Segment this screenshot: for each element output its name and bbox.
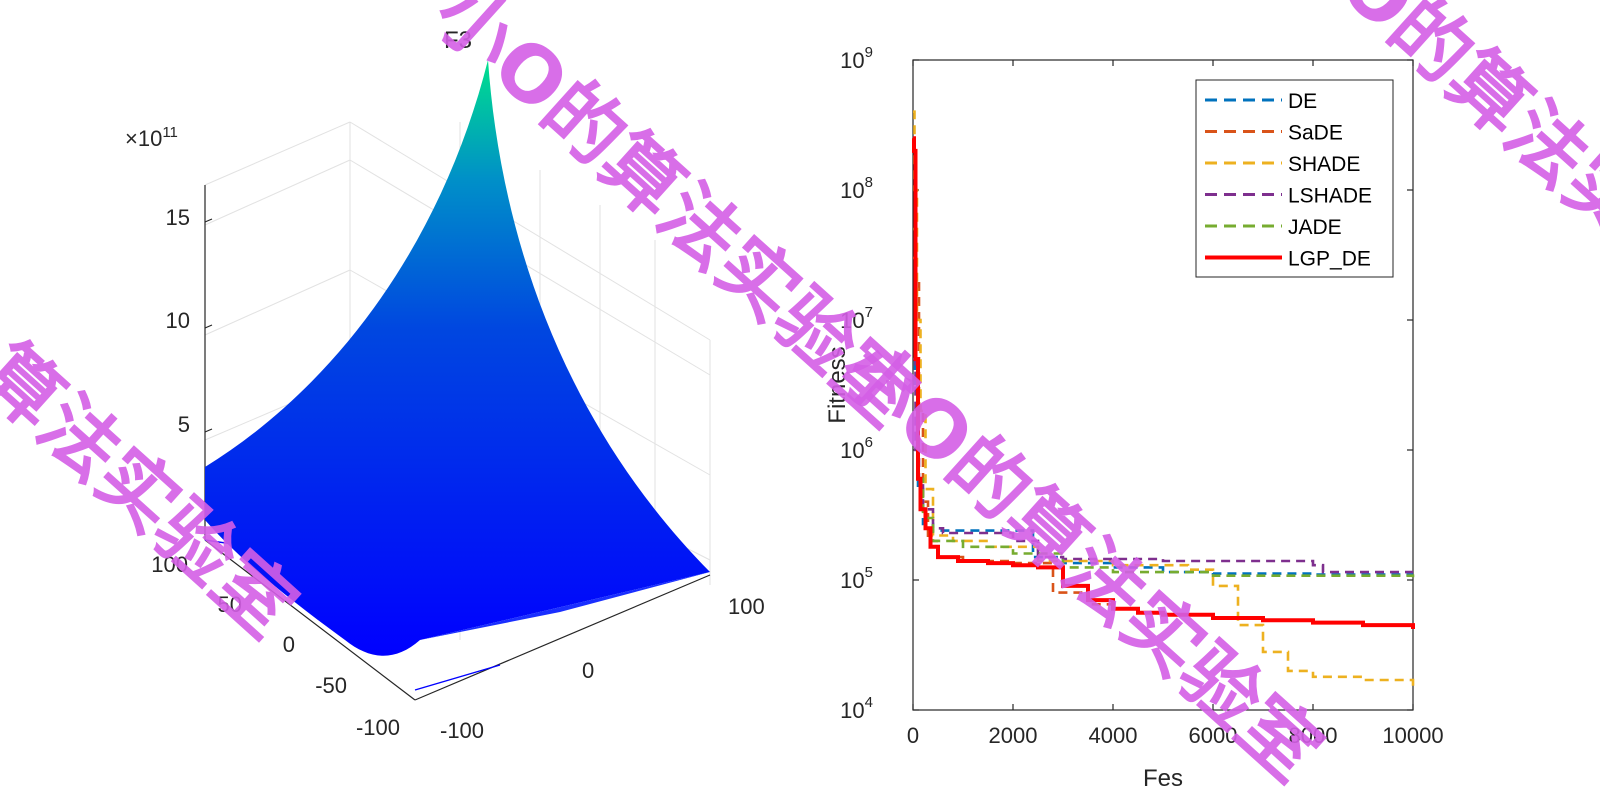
legend-label: SHADE xyxy=(1288,153,1360,176)
z-multiplier-base: ×10 xyxy=(125,126,162,151)
y-tick-label: 0 xyxy=(582,658,594,683)
x-axis-label: Fes xyxy=(1143,765,1183,792)
x-tick-label: 0 xyxy=(907,723,919,748)
y-tick-exponent: 5 xyxy=(865,564,873,581)
legend-label: LGP_DE xyxy=(1288,248,1371,271)
y-tick-label: 106 xyxy=(840,434,873,463)
x-tick-label: 50 xyxy=(218,592,242,617)
surface-title: F3 xyxy=(444,27,472,54)
y-tick-exponent: 8 xyxy=(865,174,873,191)
y-tick-label: 108 xyxy=(840,174,873,203)
y-tick-label: 105 xyxy=(840,564,873,593)
x-tick-label: 4000 xyxy=(1089,723,1138,748)
z-tick-label: 15 xyxy=(166,205,190,230)
series-line-de xyxy=(913,256,1413,576)
x-tick-label: 10000 xyxy=(1382,723,1443,748)
y-tick-label: 107 xyxy=(840,304,873,333)
y-tick-label: 100 xyxy=(728,594,765,619)
legend-label: SaDE xyxy=(1288,122,1343,145)
legend-label: LSHADE xyxy=(1288,185,1372,208)
y-tick-base: 10 xyxy=(840,178,864,203)
x-tick-label: 6000 xyxy=(1189,723,1238,748)
y-tick-exponent: 7 xyxy=(865,304,873,321)
legend-label: DE xyxy=(1288,90,1317,113)
x-tick-label: 8000 xyxy=(1289,723,1338,748)
z-tick-label: 10 xyxy=(166,308,190,333)
x-tick-label: -50 xyxy=(315,673,347,698)
legend-label: JADE xyxy=(1288,216,1342,239)
surface-mesh xyxy=(205,60,710,656)
y-tick-base: 10 xyxy=(840,48,864,73)
y-tick-base: 10 xyxy=(840,568,864,593)
x-tick-label: 100 xyxy=(151,552,188,577)
z-multiplier-exp: 11 xyxy=(162,124,178,141)
y-tick-exponent: 4 xyxy=(865,694,873,711)
legend-entries: DE SaDE SHADE LSHADE JADE LGP_DE xyxy=(1205,90,1372,271)
y-axis-label: Fitness xyxy=(824,346,851,423)
x-tick-label: 2000 xyxy=(989,723,1038,748)
y-tick-base: 10 xyxy=(840,698,864,723)
convergence-plot: 0 2000 4000 6000 8000 10000104105106107108109… xyxy=(824,44,1444,792)
x-tick-label: 0 xyxy=(283,632,295,657)
legend: DE SaDE SHADE LSHADE JADE LGP_DE xyxy=(1195,79,1394,278)
z-tick-label: 5 xyxy=(178,412,190,437)
y-tick-base: 10 xyxy=(840,308,864,333)
y-tick-label: 109 xyxy=(840,44,873,73)
series-line-jade xyxy=(913,227,1415,578)
floor-contour-2 xyxy=(414,664,501,691)
y-tick-exponent: 6 xyxy=(865,434,873,451)
z-multiplier: ×1011 xyxy=(125,124,178,151)
series-line-sade xyxy=(913,256,1115,609)
series-layer xyxy=(912,110,1415,691)
y-tick-label: 104 xyxy=(840,694,873,723)
x-tick-label: -100 xyxy=(356,715,400,740)
y-tick-exponent: 9 xyxy=(865,44,873,61)
legend-box xyxy=(1195,79,1394,278)
series-line-shade xyxy=(913,110,1415,691)
surface-front-edge xyxy=(420,572,710,640)
z-ticks xyxy=(204,218,213,433)
series-line-lgp-de xyxy=(912,136,1415,629)
y-tick-label: -100 xyxy=(440,718,484,743)
surface-plot: 5 10 15 ×1011 100 50 0 -50 -100 -100 0 1… xyxy=(125,27,765,743)
y-tick-base: 10 xyxy=(840,438,864,463)
